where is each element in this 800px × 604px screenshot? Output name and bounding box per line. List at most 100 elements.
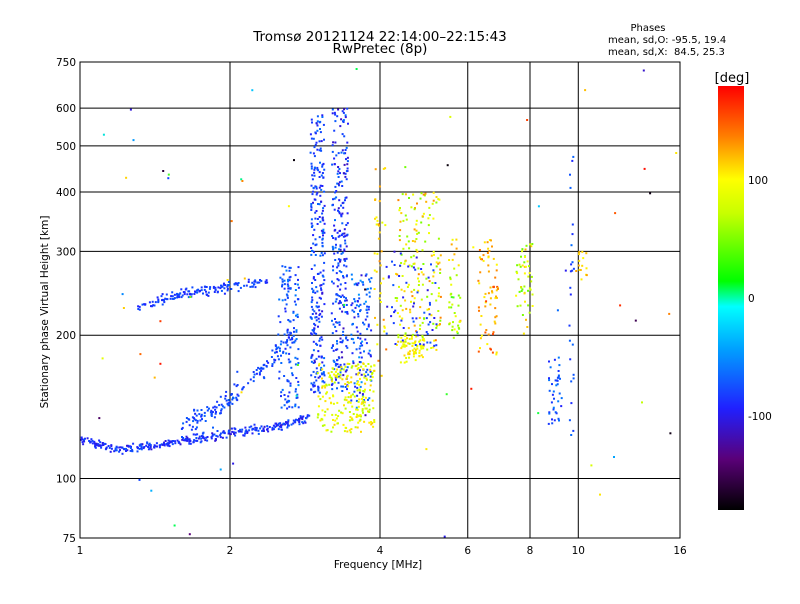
data-point [412, 193, 415, 196]
data-point [256, 281, 259, 284]
data-point [171, 291, 174, 294]
data-point [266, 360, 268, 363]
data-point [199, 289, 201, 292]
data-point [253, 373, 256, 376]
data-point [493, 320, 496, 323]
data-point [399, 264, 402, 267]
data-point [368, 408, 371, 411]
data-point [494, 322, 497, 325]
data-point [396, 297, 399, 300]
data-point [420, 347, 423, 350]
data-point [324, 400, 327, 403]
data-point [456, 330, 459, 333]
data-point [186, 436, 189, 439]
data-point [125, 447, 127, 450]
data-point [342, 334, 345, 336]
data-point [409, 308, 412, 311]
data-point [332, 141, 335, 144]
data-point [406, 337, 408, 340]
data-point [196, 409, 199, 412]
data-point [159, 362, 162, 365]
data-point [362, 321, 364, 324]
data-point [170, 440, 173, 443]
data-point [311, 174, 314, 177]
data-point [266, 425, 269, 428]
data-point [311, 250, 314, 252]
data-point [278, 347, 281, 350]
data-point [310, 209, 313, 211]
data-point [491, 291, 494, 294]
data-point [285, 401, 288, 404]
data-point [344, 311, 347, 314]
data-point [482, 259, 485, 262]
data-point [297, 278, 299, 281]
data-point [176, 295, 179, 298]
data-point [336, 321, 339, 324]
data-point [312, 276, 315, 279]
data-point [404, 214, 407, 217]
data-point [432, 346, 435, 349]
data-point [98, 439, 101, 442]
data-point [333, 381, 336, 384]
data-point [481, 258, 483, 261]
data-point [82, 443, 85, 446]
data-point [321, 409, 324, 412]
data-point [581, 250, 584, 253]
data-point [125, 176, 128, 179]
data-point [244, 432, 247, 435]
data-point [614, 212, 617, 215]
data-point [219, 395, 222, 398]
data-point [288, 279, 291, 282]
data-point [380, 250, 383, 253]
data-point [206, 409, 209, 412]
data-point [369, 389, 371, 392]
data-point [309, 133, 312, 136]
data-point [337, 176, 340, 178]
data-point [367, 308, 370, 311]
data-point [387, 275, 390, 278]
data-point [276, 347, 278, 350]
data-point [382, 277, 385, 280]
data-point [353, 310, 356, 313]
data-point [429, 303, 431, 306]
data-point [333, 129, 336, 132]
x-tick-labels: 1 2 4 6 8 10 16 [77, 545, 687, 557]
data-point [162, 299, 165, 302]
data-point [315, 122, 318, 125]
data-point [281, 285, 283, 288]
data-point [165, 443, 168, 445]
data-point [344, 396, 347, 399]
data-point [186, 438, 188, 440]
data-point [347, 122, 349, 125]
data-point [341, 110, 344, 113]
data-point [200, 286, 203, 289]
data-point [312, 190, 315, 193]
data-point [163, 301, 166, 304]
data-point [334, 325, 337, 328]
data-point [492, 285, 495, 288]
data-point [366, 287, 369, 290]
data-point [426, 348, 429, 351]
data-point [551, 422, 554, 425]
data-point [223, 406, 226, 409]
data-point [553, 397, 555, 400]
data-point [374, 217, 376, 220]
data-point [359, 310, 361, 313]
data-point [550, 401, 553, 404]
data-point [336, 368, 339, 371]
data-point [338, 168, 341, 170]
data-point [418, 340, 421, 343]
data-point [350, 376, 353, 379]
data-point [323, 357, 326, 360]
data-point [450, 292, 453, 295]
data-point [435, 348, 438, 351]
data-point [368, 404, 371, 407]
data-point [364, 396, 367, 399]
data-point [356, 413, 358, 416]
data-point [439, 254, 442, 257]
data-point [202, 431, 205, 434]
data-point [356, 415, 359, 418]
data-point [333, 208, 336, 211]
data-point [225, 436, 228, 439]
data-point [230, 427, 233, 430]
